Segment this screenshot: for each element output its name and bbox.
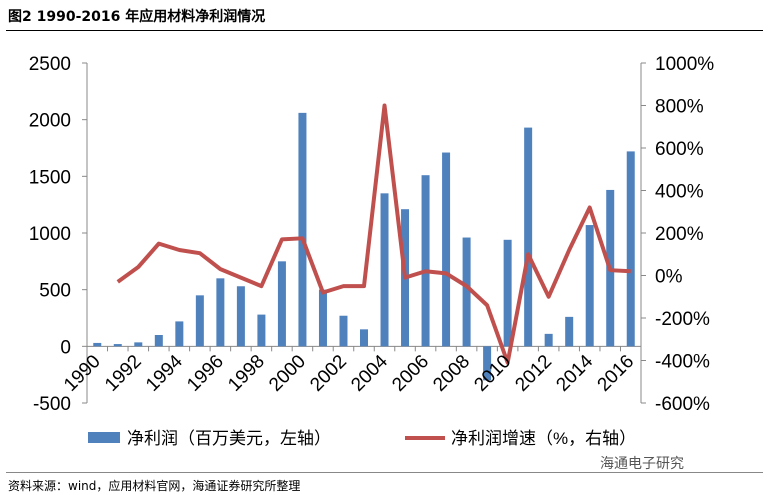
bar-1993: [154, 335, 163, 347]
right-tick-label: 600%: [655, 139, 704, 160]
x-tick-label: 1992: [101, 351, 146, 396]
bar-1990: [93, 342, 102, 347]
right-tick-label: 400%: [655, 182, 704, 203]
left-tick-label: 2000: [29, 111, 71, 132]
x-tick-label: 1994: [142, 351, 187, 396]
bar-2016: [626, 151, 635, 347]
left-tick-label: 1500: [29, 167, 71, 188]
bar-2014: [585, 225, 594, 347]
title-divider: [6, 30, 763, 31]
left-tick-label: 0: [60, 337, 71, 358]
bar-2012: [544, 333, 553, 347]
x-tick-label: 1998: [224, 351, 269, 396]
bar-1999: [277, 261, 286, 347]
legend-line-label: 净利润增速（%，右轴）: [451, 429, 636, 448]
left-tick-label: 1000: [29, 224, 71, 245]
bar-2001: [318, 289, 327, 347]
x-tick-label: 2000: [265, 351, 310, 396]
right-tick-label: -600%: [655, 394, 710, 415]
bar-1997: [236, 286, 245, 347]
bar-2013: [565, 316, 574, 347]
bar-2000: [298, 112, 307, 347]
bar-1995: [195, 295, 204, 347]
bar-1991: [113, 344, 122, 347]
bar-2011: [524, 127, 533, 347]
source-note: 资料来源：wind，应用材料官网，海通证券研究所整理: [8, 479, 301, 493]
x-tick-label: 2012: [511, 351, 556, 396]
bar-1992: [134, 342, 143, 347]
x-tick-label: 2014: [552, 351, 597, 396]
growth-line: [116, 103, 631, 365]
legend-bar-swatch: [88, 432, 120, 443]
figure-title: 图2 1990-2016 年应用材料净利润情况: [8, 9, 266, 25]
x-tick-label: 2002: [306, 351, 351, 396]
right-tick-label: -400%: [655, 352, 710, 373]
left-tick-label: -500: [33, 394, 71, 415]
bar-2008: [462, 237, 471, 347]
bar-2002: [339, 315, 348, 347]
x-tick-label: 1996: [183, 351, 228, 396]
bar-2003: [360, 329, 368, 347]
left-tick-label: 2500: [29, 54, 71, 75]
bar-2006: [421, 175, 430, 347]
bar-2010: [503, 239, 512, 347]
right-tick-label: -200%: [655, 309, 710, 330]
watermark: 海通电子研究: [600, 456, 684, 472]
x-tick-label: 2004: [347, 351, 392, 396]
bar-2009: [483, 346, 492, 381]
bar-1996: [216, 278, 225, 347]
right-tick-label: 200%: [655, 224, 704, 245]
bar-1998: [257, 314, 266, 347]
right-tick-label: 1000%: [655, 54, 714, 75]
legend-bar-label: 净利润（百万美元，左轴）: [127, 429, 331, 448]
bar-1994: [175, 321, 184, 347]
x-tick-label: 2008: [429, 351, 474, 396]
x-tick-label: 2006: [388, 351, 433, 396]
right-tick-label: 800%: [655, 97, 704, 118]
bar-2007: [442, 152, 451, 347]
x-tick-label: 2016: [594, 351, 639, 396]
left-tick-label: 500: [39, 281, 71, 302]
source-divider: [6, 472, 763, 473]
bar-2004: [380, 193, 389, 347]
right-tick-label: 0%: [655, 267, 683, 288]
